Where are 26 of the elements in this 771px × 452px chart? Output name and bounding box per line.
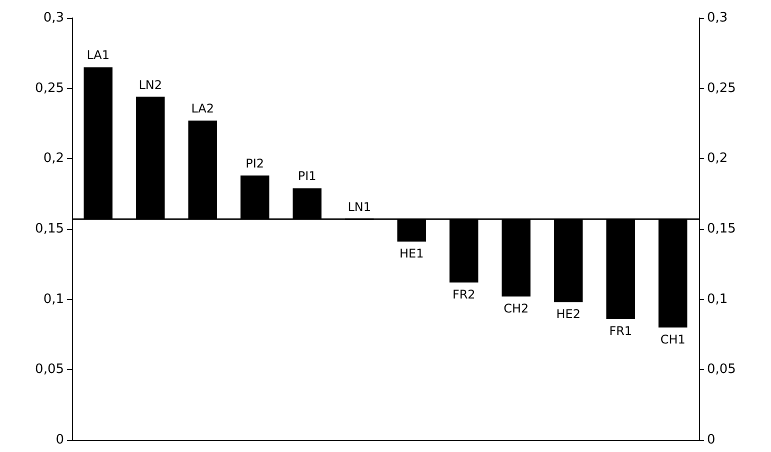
x-tick-label: CH1 — [660, 332, 686, 346]
x-tick-label: FR2 — [452, 287, 476, 302]
x-tick-label: LA2 — [191, 102, 214, 116]
text: 0,05 — [707, 362, 736, 378]
x-tick-label: FR1 — [609, 324, 632, 338]
x-tick-label: PI2 — [246, 156, 264, 171]
text: 0 — [707, 432, 716, 448]
x-tick-label: LN1 — [348, 200, 372, 214]
y-tick-label: 0,1 — [43, 292, 64, 307]
x-tick-label: CH2 — [504, 302, 529, 316]
y-tick-label: 0,25 — [35, 80, 64, 96]
y-tick-label: 0,15 — [35, 222, 64, 236]
x-tick-label: LN2 — [138, 78, 162, 92]
x-tick-label: PI1 — [298, 169, 316, 184]
text: 0,1 — [707, 292, 728, 307]
y-tick-label: 0,3 — [43, 10, 64, 26]
text: 0,2 — [707, 151, 728, 166]
y-tick-label: 0,2 — [43, 151, 64, 166]
x-tick-label: HE2 — [556, 307, 580, 322]
x-tick-label: LA1 — [86, 48, 110, 62]
text: 0,15 — [707, 222, 736, 236]
text: 0,25 — [707, 80, 736, 96]
y-tick-label: 0,05 — [35, 362, 64, 378]
text: 0,3 — [707, 10, 728, 26]
y-tick-label: 0 — [56, 432, 64, 448]
x-tick-label: HE1 — [400, 246, 424, 261]
